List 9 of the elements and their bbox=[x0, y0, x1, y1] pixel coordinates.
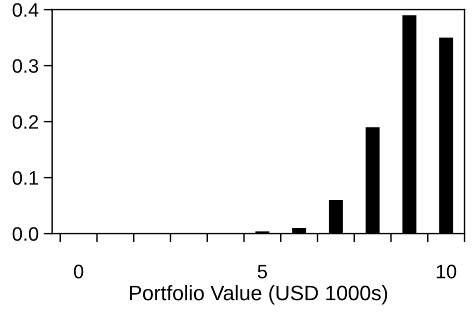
y-tick-label: 0.3 bbox=[12, 59, 38, 73]
x-tick-label: 5 bbox=[258, 264, 267, 278]
y-tick-label: 0.2 bbox=[12, 115, 38, 129]
y-tick-label: 0.0 bbox=[12, 227, 38, 241]
y-tick-label: 0.1 bbox=[12, 171, 38, 185]
x-tick-label: 10 bbox=[436, 264, 456, 278]
x-axis-title: Portfolio Value (USD 1000s) bbox=[130, 285, 388, 304]
y-tick-label: 0.4 bbox=[12, 3, 38, 17]
x-tick-label: 0 bbox=[74, 264, 84, 278]
